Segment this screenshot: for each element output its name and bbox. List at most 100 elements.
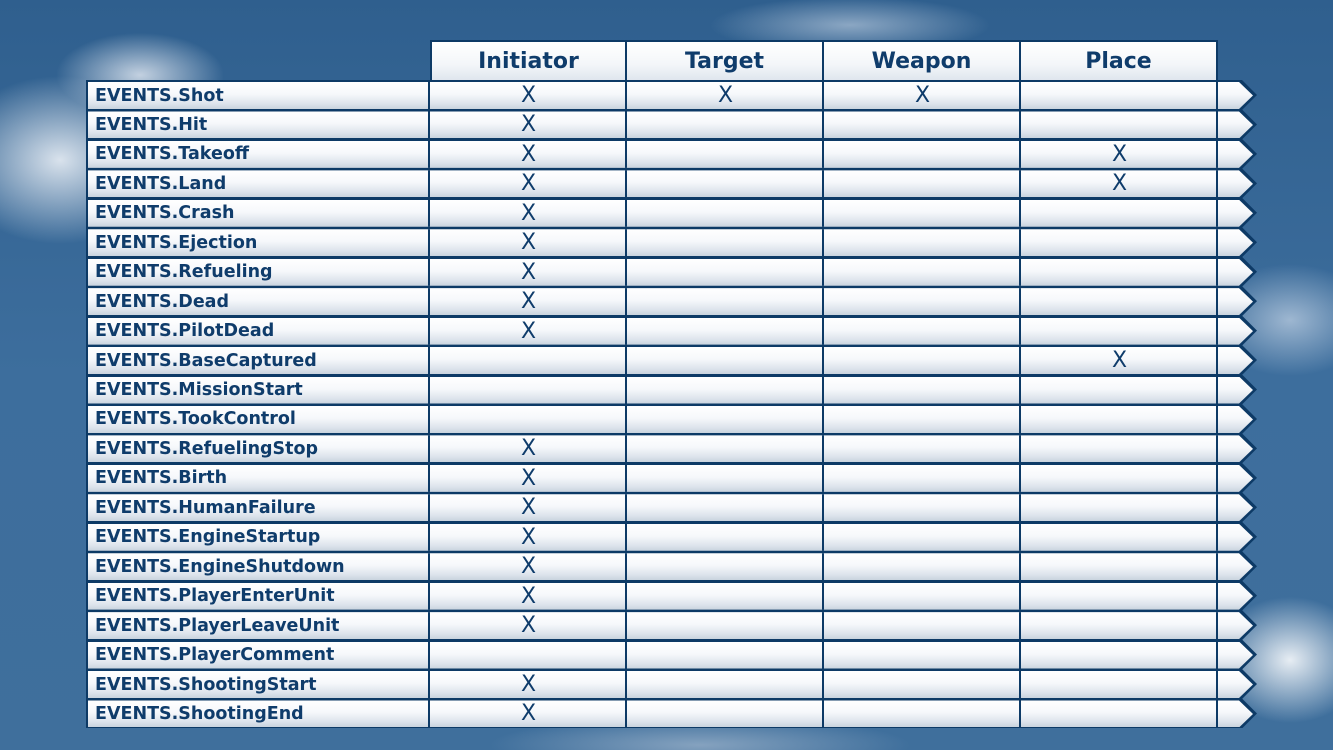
- column-divider: [428, 435, 430, 463]
- column-divider: [1216, 82, 1218, 109]
- mark-cell-weapon: [824, 229, 1021, 256]
- column-divider: [625, 612, 627, 640]
- row-band: EVENTS.PlayerEnterUnit X: [88, 582, 1253, 610]
- mark-cell-target: [627, 259, 824, 286]
- mark-cell-target: [627, 612, 824, 639]
- column-divider: [1216, 405, 1218, 433]
- event-name: EVENTS.ShootingEnd: [95, 703, 304, 724]
- mark-cell-place: [1021, 612, 1218, 639]
- mark-cell-place: [1021, 524, 1218, 551]
- mark-cell-place: [1021, 377, 1218, 404]
- row-band: EVENTS.Dead X: [88, 288, 1253, 316]
- mark-cell-weapon: [824, 288, 1021, 315]
- row-band: EVENTS.HumanFailure X: [88, 494, 1253, 522]
- table-row: EVENTS.PlayerComment: [86, 639, 1257, 670]
- mark-cell-target: [627, 170, 824, 197]
- mark-cell-weapon: [824, 200, 1021, 227]
- mark-cell-initiator: X: [520, 259, 537, 285]
- column-divider: [1216, 700, 1218, 728]
- event-name: EVENTS.Ejection: [95, 232, 258, 253]
- mark-cell-target: [627, 465, 824, 492]
- row-band: EVENTS.MissionStart: [88, 376, 1253, 404]
- mark-cell-weapon: [824, 642, 1021, 669]
- mark-cell-target: [627, 200, 824, 227]
- event-name: EVENTS.Shot: [95, 85, 224, 106]
- mark-cell-place: X: [1111, 348, 1128, 374]
- column-divider: [1216, 612, 1218, 640]
- table-row: EVENTS.TookControl: [86, 403, 1257, 434]
- mark-cell-target: [627, 642, 824, 669]
- column-divider: [1019, 641, 1021, 669]
- column-divider: [428, 170, 430, 198]
- event-name: EVENTS.PilotDead: [95, 321, 275, 342]
- row-band: EVENTS.ShootingEnd X: [88, 700, 1253, 728]
- column-divider: [1019, 376, 1021, 404]
- event-name: EVENTS.PlayerComment: [95, 645, 335, 666]
- column-divider: [822, 464, 824, 492]
- mark-cell-initiator: X: [520, 495, 537, 521]
- table-row: EVENTS.Takeoff X X: [86, 138, 1257, 169]
- mark-cell-target: [627, 318, 824, 345]
- column-divider: [1216, 464, 1218, 492]
- table-row: EVENTS.Dead X: [86, 286, 1257, 317]
- column-divider: [428, 82, 430, 109]
- mark-cell-weapon: [824, 347, 1021, 374]
- mark-cell-weapon: [824, 435, 1021, 462]
- mark-cell-initiator: X: [520, 465, 537, 491]
- column-divider: [822, 347, 824, 375]
- column-divider: [1216, 140, 1218, 168]
- row-band: EVENTS.PlayerComment: [88, 641, 1253, 669]
- mark-cell-initiator: X: [520, 613, 537, 639]
- table-row: EVENTS.PlayerEnterUnit X: [86, 580, 1257, 611]
- column-divider: [428, 464, 430, 492]
- table-row: EVENTS.Land X X: [86, 168, 1257, 199]
- mark-cell-place: [1021, 465, 1218, 492]
- row-band: EVENTS.RefuelingStop X: [88, 435, 1253, 463]
- event-name: EVENTS.Land: [95, 173, 227, 194]
- column-divider: [1216, 494, 1218, 522]
- mark-cell-weapon: [824, 494, 1021, 521]
- event-name: EVENTS.BaseCaptured: [95, 350, 317, 371]
- row-band: EVENTS.Refueling X: [88, 258, 1253, 286]
- mark-cell-target: [627, 583, 824, 610]
- column-divider: [1019, 170, 1021, 198]
- column-divider: [1216, 317, 1218, 345]
- header-place: Place: [1021, 40, 1218, 80]
- mark-cell-place: [1021, 82, 1218, 109]
- row-band: EVENTS.PilotDead X: [88, 317, 1253, 345]
- column-divider: [428, 376, 430, 404]
- row-band: EVENTS.Shot X X X: [88, 82, 1253, 109]
- event-name: EVENTS.Birth: [95, 468, 228, 489]
- column-divider: [1019, 258, 1021, 286]
- mark-cell-initiator: X: [520, 524, 537, 550]
- table-row: EVENTS.EngineStartup X: [86, 521, 1257, 552]
- mark-cell-target: [627, 347, 824, 374]
- row-band: EVENTS.Takeoff X X: [88, 140, 1253, 168]
- table-row: EVENTS.HumanFailure X: [86, 492, 1257, 523]
- column-divider: [1216, 170, 1218, 198]
- mark-cell-target: [627, 553, 824, 580]
- column-divider: [428, 582, 430, 610]
- column-divider: [1216, 288, 1218, 316]
- event-name: EVENTS.PlayerEnterUnit: [95, 586, 335, 607]
- mark-cell-weapon: [824, 700, 1021, 727]
- row-band: EVENTS.Birth X: [88, 464, 1253, 492]
- mark-cell-target: [627, 435, 824, 462]
- mark-cell-initiator: [430, 406, 627, 433]
- mark-cell-weapon: [824, 583, 1021, 610]
- column-divider: [822, 170, 824, 198]
- mark-cell-place: [1021, 111, 1218, 138]
- row-band: EVENTS.Crash X: [88, 199, 1253, 227]
- column-divider: [1019, 317, 1021, 345]
- column-divider: [625, 258, 627, 286]
- row-band: EVENTS.TookControl: [88, 405, 1253, 433]
- column-divider: [625, 405, 627, 433]
- row-band: EVENTS.PlayerLeaveUnit X: [88, 612, 1253, 640]
- mark-cell-initiator: X: [520, 554, 537, 580]
- event-name: EVENTS.RefuelingStop: [95, 438, 319, 459]
- row-band: EVENTS.Ejection X: [88, 229, 1253, 257]
- mark-cell-target: [627, 671, 824, 698]
- column-divider: [822, 199, 824, 227]
- table-row: EVENTS.PlayerLeaveUnit X: [86, 610, 1257, 641]
- column-divider: [1019, 405, 1021, 433]
